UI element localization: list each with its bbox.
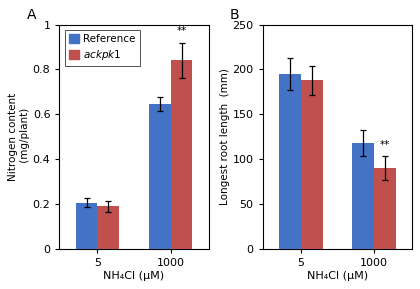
- Bar: [149, 104, 171, 249]
- X-axis label: NH₄Cl (μM): NH₄Cl (μM): [103, 271, 165, 281]
- Bar: [76, 203, 97, 249]
- Bar: [279, 74, 301, 249]
- Text: B: B: [230, 8, 239, 22]
- Bar: [97, 206, 119, 249]
- X-axis label: NH₄Cl (μM): NH₄Cl (μM): [307, 271, 368, 281]
- Text: **: **: [380, 140, 390, 150]
- Text: A: A: [27, 8, 36, 22]
- Legend: Reference, $\it{ackpk1}$: Reference, $\it{ackpk1}$: [65, 30, 140, 66]
- Y-axis label: Nitrogen content
 (mg/plant): Nitrogen content (mg/plant): [8, 92, 30, 181]
- Bar: [301, 80, 323, 249]
- Text: **: **: [176, 26, 186, 36]
- Y-axis label: Longest root length  (mm): Longest root length (mm): [220, 68, 230, 205]
- Bar: [374, 168, 396, 249]
- Bar: [171, 60, 192, 249]
- Bar: [352, 143, 374, 249]
